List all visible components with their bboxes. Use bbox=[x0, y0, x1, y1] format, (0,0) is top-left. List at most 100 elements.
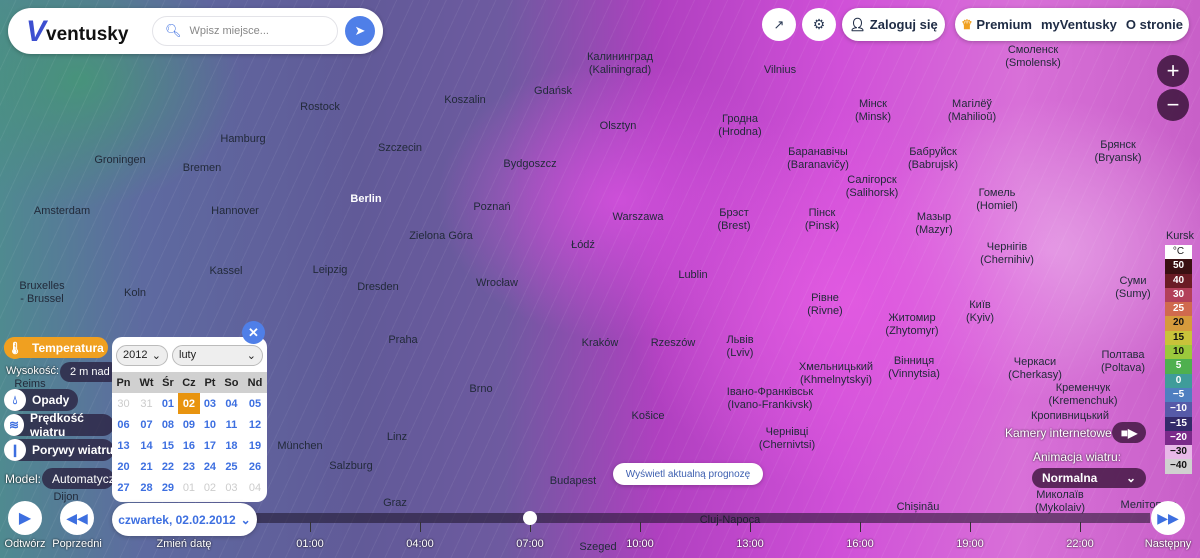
city-label[interactable]: Gdańsk bbox=[534, 85, 572, 97]
city-label[interactable]: Zielona Góra bbox=[409, 230, 473, 242]
city-label[interactable]: Кропивницький bbox=[1031, 410, 1109, 422]
city-label[interactable]: Брэст (Brest) bbox=[717, 207, 751, 232]
calendar-day[interactable]: 24 bbox=[203, 460, 217, 473]
city-label[interactable]: Брянск (Bryansk) bbox=[1094, 139, 1142, 164]
zoom-out-button[interactable]: − bbox=[1157, 89, 1189, 121]
calendar-day[interactable]: 13 bbox=[117, 439, 130, 452]
city-label[interactable]: Košice bbox=[631, 410, 665, 422]
calendar-day[interactable]: 14 bbox=[140, 439, 153, 452]
timeline-hour[interactable]: 13:00 bbox=[736, 538, 764, 550]
timeline-hour[interactable]: 01:00 bbox=[296, 538, 324, 550]
city-label[interactable]: Dresden bbox=[357, 281, 399, 293]
model-select[interactable]: Automatyczn bbox=[42, 468, 114, 489]
calendar-day[interactable]: 16 bbox=[182, 439, 196, 452]
city-label[interactable]: Полтава (Poltava) bbox=[1100, 349, 1146, 374]
webcams-button[interactable]: ■▶ bbox=[1112, 422, 1146, 443]
city-label[interactable]: Рівне (Rivne) bbox=[807, 292, 843, 317]
city-label[interactable]: Bruxelles - Brussel bbox=[19, 280, 65, 305]
calendar-day[interactable]: 06 bbox=[117, 418, 130, 431]
layer-wind-speed[interactable]: ≋ Prędkość wiatru bbox=[4, 411, 114, 439]
calendar-day[interactable]: 22 bbox=[161, 460, 175, 473]
city-label[interactable]: Szeged bbox=[579, 541, 617, 553]
timeline-hour[interactable]: 10:00 bbox=[626, 538, 654, 550]
timeline-handle[interactable] bbox=[523, 511, 537, 525]
city-label[interactable]: Reims bbox=[14, 378, 46, 390]
calendar-day[interactable]: 01 bbox=[161, 397, 175, 410]
city-label[interactable]: Мінск (Minsk) bbox=[854, 98, 892, 123]
zoom-in-button[interactable]: + bbox=[1157, 55, 1189, 87]
city-label[interactable]: Vilnius bbox=[763, 64, 797, 76]
city-label[interactable]: Koln bbox=[123, 287, 147, 299]
calendar-day[interactable]: 23 bbox=[182, 460, 196, 473]
city-label[interactable]: Черкаси (Cherkasy) bbox=[1008, 356, 1062, 381]
next-button[interactable]: ▶▶ bbox=[1151, 501, 1185, 535]
date-button[interactable]: czwartek, 02.02.2012 ⌄ bbox=[112, 503, 257, 536]
calendar-day[interactable]: 17 bbox=[203, 439, 217, 452]
login-button[interactable]: 👤︎ Zaloguj się bbox=[842, 8, 945, 41]
city-label[interactable]: Lublin bbox=[678, 269, 708, 281]
city-label[interactable]: Budapest bbox=[549, 475, 597, 487]
city-label[interactable]: Kassel bbox=[209, 265, 243, 277]
city-label[interactable]: Bremen bbox=[182, 162, 222, 174]
city-label[interactable]: Amsterdam bbox=[33, 205, 91, 217]
city-label[interactable]: Hannover bbox=[211, 205, 259, 217]
settings-button[interactable]: ⚙ bbox=[802, 8, 836, 41]
calendar-day[interactable]: 20 bbox=[117, 460, 130, 473]
city-label[interactable]: Bydgoszcz bbox=[503, 158, 557, 170]
calendar-close-button[interactable]: ✕ bbox=[242, 321, 265, 344]
premium-link[interactable]: ♛ Premium bbox=[961, 16, 1032, 32]
timeline-hour[interactable]: 07:00 bbox=[516, 538, 544, 550]
layer-wind-gusts[interactable]: ❙ Porywy wiatru bbox=[4, 439, 114, 461]
calendar-day[interactable]: 26 bbox=[248, 460, 262, 473]
about-link[interactable]: O stronie bbox=[1125, 17, 1183, 32]
city-label[interactable]: Dijon bbox=[53, 491, 79, 503]
timeline-hour[interactable]: 22:00 bbox=[1066, 538, 1094, 550]
myventusky-link[interactable]: myVentusky bbox=[1040, 17, 1117, 32]
timeline-hour[interactable]: 04:00 bbox=[406, 538, 434, 550]
calendar-day[interactable]: 18 bbox=[225, 439, 238, 452]
calendar-day[interactable]: 25 bbox=[225, 460, 238, 473]
ventusky-logo[interactable]: V ventusky bbox=[26, 15, 129, 48]
locate-button[interactable]: ➤ bbox=[345, 16, 375, 46]
calendar-day[interactable]: 05 bbox=[248, 397, 262, 410]
city-label[interactable]: Чернівці (Chernivtsi) bbox=[758, 426, 816, 451]
city-label[interactable]: Кременчук (Kremenchuk) bbox=[1048, 382, 1118, 407]
city-label[interactable]: Brno bbox=[469, 383, 493, 395]
city-label[interactable]: Житомир (Zhytomyr) bbox=[885, 312, 939, 337]
city-label[interactable]: Praha bbox=[388, 334, 418, 346]
share-button[interactable]: ↗ bbox=[762, 8, 796, 41]
calendar-day[interactable]: 07 bbox=[140, 418, 153, 431]
calendar-day[interactable]: 10 bbox=[203, 418, 217, 431]
city-label[interactable]: Poznań bbox=[473, 201, 511, 213]
city-label[interactable]: Berlin bbox=[350, 193, 382, 205]
calendar-day[interactable]: 04 bbox=[225, 397, 238, 410]
calendar-day[interactable]: 27 bbox=[117, 481, 130, 494]
city-label[interactable]: Магілёў (Mahilioŭ) bbox=[947, 98, 997, 123]
layer-precipitation[interactable]: 💧︎ Opady bbox=[4, 389, 78, 411]
city-label[interactable]: Калининград (Kaliningrad) bbox=[586, 51, 654, 76]
calendar-day[interactable]: 15 bbox=[161, 439, 175, 452]
city-label[interactable]: Hamburg bbox=[220, 133, 266, 145]
calendar-day[interactable]: 12 bbox=[248, 418, 262, 431]
calendar-day-selected[interactable]: 02 bbox=[177, 393, 200, 414]
search-input[interactable]: 🔍︎ Wpisz miejsce... bbox=[152, 16, 338, 46]
city-label[interactable]: Чернігів (Chernihiv) bbox=[980, 241, 1034, 266]
city-label[interactable]: Гомель (Homiel) bbox=[976, 187, 1018, 212]
month-select[interactable]: luty ⌄ bbox=[172, 345, 263, 366]
city-label[interactable]: Івано-Франківськ (Ivano-Frankivsk) bbox=[726, 386, 814, 411]
city-label[interactable]: Olsztyn bbox=[599, 120, 637, 132]
city-label[interactable]: Groningen bbox=[94, 154, 146, 166]
calendar-day[interactable]: 28 bbox=[140, 481, 153, 494]
city-label[interactable]: Смоленск (Smolensk) bbox=[1005, 44, 1061, 69]
city-label[interactable]: Хмельницький (Khmelnytskyi) bbox=[798, 361, 874, 386]
timeline-track[interactable] bbox=[255, 513, 1150, 523]
city-label[interactable]: Rostock bbox=[300, 101, 340, 113]
current-forecast-button[interactable]: Wyświetl aktualną prognozę bbox=[613, 463, 763, 485]
city-label[interactable]: Мазыр (Mazyr) bbox=[915, 211, 953, 236]
city-label[interactable]: Салігорск (Salihorsk) bbox=[845, 174, 899, 199]
calendar-day[interactable]: 08 bbox=[161, 418, 175, 431]
city-label[interactable]: Szczecin bbox=[377, 142, 423, 154]
city-label[interactable]: Koszalin bbox=[444, 94, 486, 106]
city-label[interactable]: Linz bbox=[386, 431, 408, 443]
calendar-day[interactable]: 21 bbox=[140, 460, 153, 473]
